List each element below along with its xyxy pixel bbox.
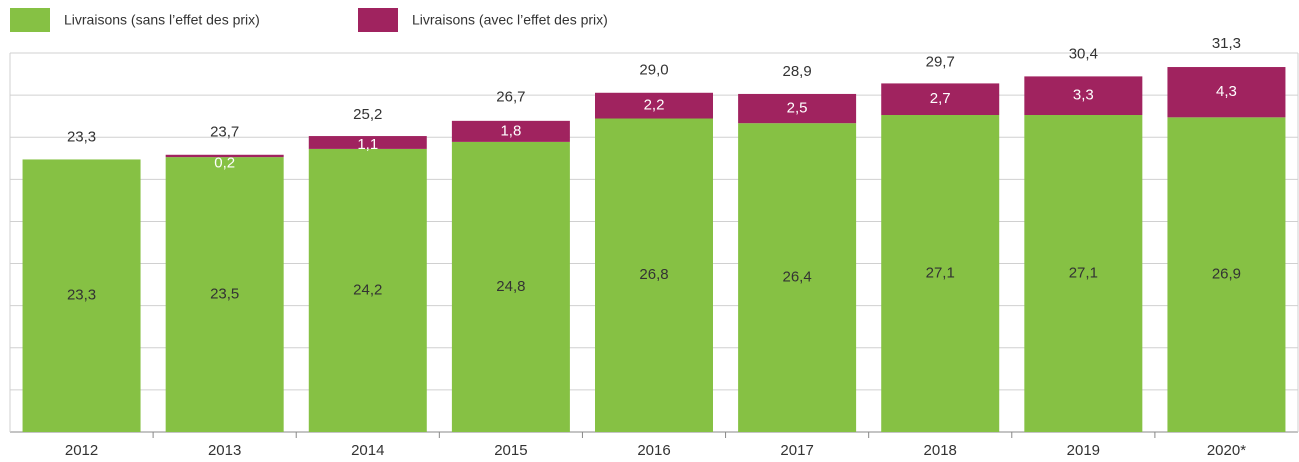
data-label: 26,9	[1212, 266, 1241, 283]
data-label: 2,7	[930, 90, 951, 107]
data-label: 27,1	[926, 264, 955, 281]
legend-label: Livraisons (sans l’effet des prix)	[64, 12, 260, 28]
data-label: 1,1	[357, 136, 378, 153]
bar-segment	[881, 114, 1000, 432]
bar-segment	[22, 159, 141, 433]
total-label: 26,7	[496, 89, 525, 106]
x-tick-label: 2017	[780, 442, 813, 459]
x-tick-label: 2015	[494, 442, 527, 459]
bar-segment	[1024, 114, 1143, 432]
data-label: 24,8	[496, 278, 525, 295]
total-label: 25,2	[353, 106, 382, 123]
x-tick-label: 2014	[351, 442, 384, 459]
x-tick-label: 2013	[208, 442, 241, 459]
legend-swatch	[10, 8, 50, 32]
bar-segment	[1167, 117, 1286, 432]
bar-segment	[1167, 67, 1286, 118]
data-label: 0,2	[214, 155, 235, 172]
bar-segment	[881, 83, 1000, 115]
total-label: 29,0	[639, 62, 668, 79]
bar-segment	[165, 154, 284, 158]
x-tick-label: 2016	[637, 442, 670, 459]
total-label: 30,4	[1069, 45, 1098, 62]
bar-segment	[308, 136, 427, 149]
bar-segment	[738, 123, 857, 433]
total-label: 31,3	[1212, 35, 1241, 52]
total-label: 28,9	[783, 63, 812, 80]
bar-segment	[165, 157, 284, 432]
data-label: 2,2	[644, 97, 665, 114]
data-label: 26,8	[639, 266, 668, 283]
bar-segment	[451, 120, 570, 142]
data-label: 23,5	[210, 286, 239, 303]
total-label: 23,3	[67, 128, 96, 145]
bar-segment	[595, 92, 713, 119]
bar-segment	[738, 93, 857, 124]
data-label: 23,3	[67, 287, 96, 304]
x-tick-label: 2012	[65, 442, 98, 459]
bar-segment	[595, 118, 713, 433]
total-label: 23,7	[210, 124, 239, 141]
x-tick-label: 2019	[1067, 442, 1100, 459]
x-tick-label: 2020*	[1207, 442, 1246, 459]
bar-segment	[451, 141, 570, 432]
legend-swatch	[358, 8, 398, 32]
data-label: 27,1	[1069, 264, 1098, 281]
data-label: 3,3	[1073, 87, 1094, 104]
data-label: 24,2	[353, 281, 382, 298]
x-tick-label: 2018	[924, 442, 957, 459]
total-label: 29,7	[926, 54, 955, 71]
bar-segment	[1024, 76, 1143, 115]
data-label: 1,8	[500, 122, 521, 139]
legend-label: Livraisons (avec l’effet des prix)	[412, 12, 608, 28]
data-label: 26,4	[783, 269, 812, 286]
data-label: 2,5	[787, 100, 808, 117]
data-label: 4,3	[1216, 83, 1237, 100]
bar-segment	[308, 148, 427, 433]
